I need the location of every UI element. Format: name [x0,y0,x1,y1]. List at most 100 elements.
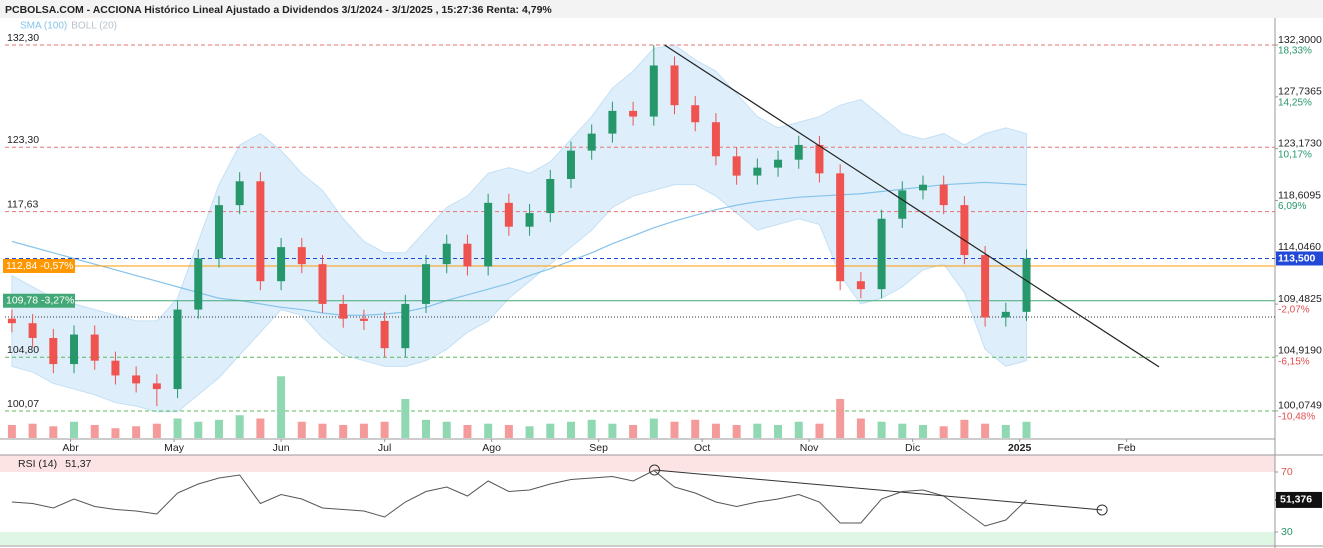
y-tick-pct: -10,48% [1278,412,1315,423]
candle-body [277,247,286,282]
candle-body [856,281,865,290]
volume-bar [297,421,306,438]
price-level-label: 132,30 [7,32,39,44]
trendline-handle [648,464,660,476]
x-tick-label: Sep [589,442,608,454]
volume-bar [173,418,182,438]
rsi-trendline [654,469,1103,511]
rsi-line [11,469,1027,527]
candle-body [90,334,99,361]
bollinger-band [11,44,1028,413]
candle-body [214,205,223,259]
candle-body [525,213,534,227]
candle-body [380,320,389,349]
volume-bar [856,418,865,438]
legend-entry: BOLL (20) [71,21,117,32]
candle-body [981,255,990,318]
trendline [664,44,1160,368]
candle-body [256,181,265,282]
candle-body [794,144,803,160]
x-tick-label: Jun [273,442,290,454]
volume-bar [504,425,513,438]
y-tick-pct: 14,25% [1278,97,1312,108]
candle-body [836,173,845,282]
volume-bar [918,425,927,438]
candle-body [815,144,824,174]
rsi-title: RSI (14) [18,458,57,470]
candle-body [608,110,617,134]
rsi-oversold-zone [0,532,1275,545]
candle-body [49,337,58,365]
volume-bar [277,376,286,438]
rsi-value: 51,37 [65,458,91,470]
candle-body [960,205,969,256]
volume-bar [732,425,741,438]
candle-body [442,243,451,265]
price-level-label: 117,63 [7,198,38,210]
candle-body [566,150,575,180]
volume-bar [111,428,120,438]
candle-body [670,65,679,106]
candle-body [318,264,327,304]
candle-body [711,122,720,157]
candle-body [111,360,120,376]
volume-bar [152,423,161,438]
y-tick-label: 109,4825 [1278,293,1322,305]
volume-bar [132,426,141,438]
volume-bar [939,426,948,438]
volume-bar [339,425,348,438]
volume-bar [194,421,203,438]
volume-bar [7,425,16,438]
volume-bar [28,423,37,438]
header-bar [0,0,1323,18]
x-tick-label: Dic [905,442,920,454]
y-tick-pct: 18,33% [1278,46,1312,57]
x-tick-label: 2025 [1008,442,1032,454]
candle-body [152,383,161,390]
candle-body [70,334,79,365]
volume-bar [815,423,824,438]
candle-body [939,184,948,206]
price-level-label: 100,07 [7,398,39,410]
candle-body [484,202,493,267]
legend-entry: SMA (100) [20,21,67,32]
candle-body [629,110,638,117]
volume-bar [401,399,410,438]
y-tick-label: 30 [1281,526,1293,538]
x-tick-label: Abr [62,442,79,454]
last-price-box [1276,251,1323,266]
volume-bar [691,419,700,438]
candle-body [753,167,762,176]
x-tick-label: May [164,442,185,454]
volume-bar [960,419,969,438]
y-tick-pct: 6,09% [1278,201,1306,212]
rsi-last-label: 51,376 [1280,494,1312,506]
y-tick-label: 100,0749 [1278,400,1322,412]
candle-body [587,133,596,151]
volume-bar [753,423,762,438]
volume-bar [774,425,783,438]
volume-bar [380,421,389,438]
rsi-last-box [1276,491,1322,508]
y-tick-label: 70 [1281,466,1293,478]
volume-bar [794,421,803,438]
y-tick-pct: -2,07% [1278,305,1310,316]
candle-body [504,202,513,227]
price-level-label: 104,80 [7,344,39,356]
y-tick-label: 114,0460 [1278,241,1321,253]
candle-body [422,264,431,304]
volume-bar [422,419,431,438]
volume-bar [214,419,223,438]
volume-bar [836,399,845,438]
price-level-box [3,258,75,273]
volume-bar [1022,421,1031,438]
volume-bar [70,421,79,438]
volume-bar [90,425,99,438]
candle-body [359,318,368,321]
y-tick-label: 132,3000 [1278,34,1322,46]
candle-body [546,179,555,214]
volume-bar [629,425,638,438]
candle-body [649,65,658,117]
volume-bar [359,423,368,438]
price-level-box [3,293,75,308]
